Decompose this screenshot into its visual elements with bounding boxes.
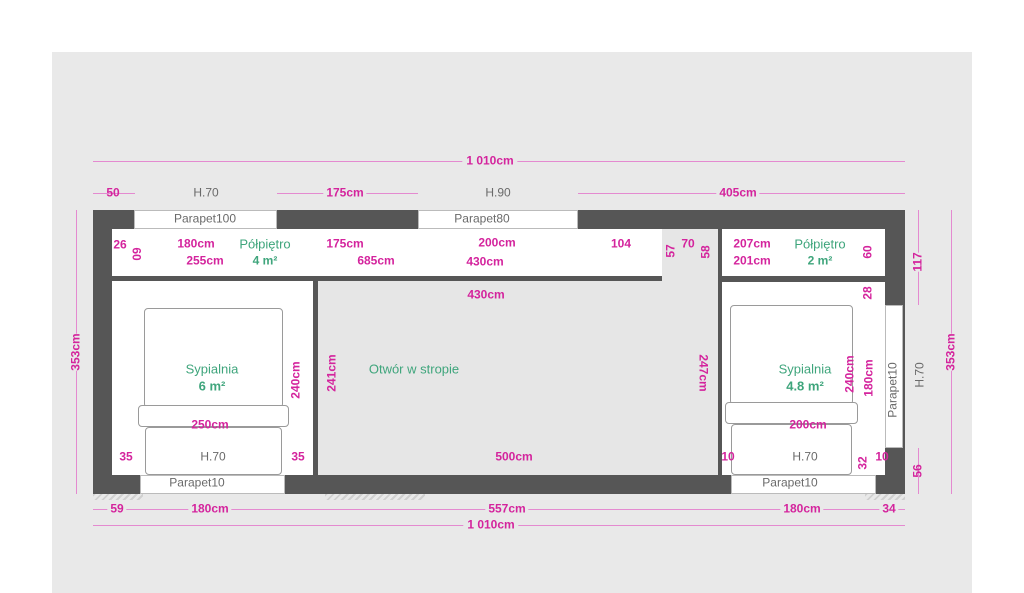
dim: 180cm (861, 359, 876, 397)
dim: 247cm (696, 354, 711, 392)
dim: 175cm (326, 236, 364, 251)
room-name: Sypialnia (778, 361, 832, 377)
window-height-label: H.70 (792, 449, 818, 464)
room-name: Półpiętro (239, 236, 291, 252)
bed-left (144, 308, 283, 408)
dim: 26 (113, 237, 127, 252)
dim: 58 (698, 245, 713, 259)
stair-gap (662, 229, 718, 276)
bed-left-footboard (138, 405, 289, 427)
dim: 200cm (789, 417, 827, 432)
window-label: Parapet10 (762, 475, 818, 490)
dim-total-bottom: 1 010cm (463, 518, 519, 532)
dim: 180cm (780, 502, 824, 516)
partition-wall (318, 276, 662, 281)
dim: 255cm (186, 253, 224, 268)
room-area: 4.8 m² (786, 378, 824, 394)
window-label: Parapet10 (169, 475, 225, 490)
dim: 207cm (733, 236, 771, 251)
dim: 117 (910, 252, 925, 272)
dim: 28 (860, 286, 875, 300)
dim-total-top: 1 010cm (462, 154, 518, 168)
dim-right-segment: 405cm (716, 186, 760, 200)
dim: 35 (119, 449, 133, 464)
dim-line (918, 448, 919, 494)
dim: 500cm (495, 449, 533, 464)
window-height-label: H.90 (485, 185, 511, 200)
hatch (325, 494, 425, 500)
dim: 430cm (467, 287, 505, 302)
window-label: Parapet10 (885, 362, 900, 418)
room-name: Otwór w stropie (368, 361, 460, 377)
dim: 240cm (288, 361, 303, 399)
window-height-label: H.70 (200, 449, 226, 464)
opening-extension (662, 276, 718, 475)
bench-left (145, 427, 282, 475)
dim: 35 (291, 449, 305, 464)
window-label: Parapet80 (454, 211, 510, 226)
dim: 250cm (191, 417, 229, 432)
hatch (865, 494, 905, 500)
mezzanine-left-floor (112, 229, 662, 276)
dim-height-left: 353cm (68, 333, 83, 371)
window-height-label: H.70 (193, 185, 219, 200)
dim: 70 (681, 236, 695, 251)
dim-left-offset: 50 (106, 185, 120, 200)
bench-right (731, 424, 852, 475)
window-label: Parapet100 (173, 211, 237, 226)
window-right-side (885, 305, 903, 448)
room-name: Półpiętro (794, 236, 846, 252)
ceiling-opening-area (318, 281, 700, 475)
dim: 57 (663, 244, 678, 258)
window-top-left (134, 210, 277, 229)
dim: 240cm (842, 355, 857, 393)
dim: 34 (879, 502, 899, 516)
room-area: 4 m² (252, 253, 278, 268)
hatch (93, 494, 143, 500)
dim: 60 (129, 247, 144, 261)
bed-right (730, 305, 853, 405)
dim-gap: 175cm (323, 186, 367, 200)
dim: 201cm (733, 253, 771, 268)
room-name: Sypialnia (185, 361, 239, 377)
window-top-middle (418, 210, 578, 229)
dim: 557cm (485, 502, 529, 516)
dim: 200cm (478, 235, 516, 250)
dim: 60 (860, 245, 875, 259)
dim: 59 (107, 502, 127, 516)
window-bottom-right (731, 475, 876, 494)
dim-height-right: 353cm (943, 333, 958, 371)
dim: 56 (910, 464, 925, 478)
dim: 430cm (466, 254, 504, 269)
dim: 685cm (357, 253, 395, 268)
mezzanine-right-floor (722, 229, 885, 276)
dim: 241cm (324, 354, 339, 392)
dim: 180cm (188, 502, 232, 516)
room-area: 6 m² (198, 378, 226, 394)
dim: 10 (875, 449, 889, 464)
dim: 32 (855, 456, 870, 470)
dim: 104 (610, 236, 632, 251)
window-height-label: H.70 (912, 362, 927, 388)
room-area: 2 m² (807, 253, 833, 268)
dim: 10 (721, 449, 735, 464)
dim: 180cm (177, 236, 215, 251)
dim-line (93, 193, 135, 194)
window-bottom-left (140, 475, 285, 494)
bed-right-footboard (725, 402, 858, 424)
